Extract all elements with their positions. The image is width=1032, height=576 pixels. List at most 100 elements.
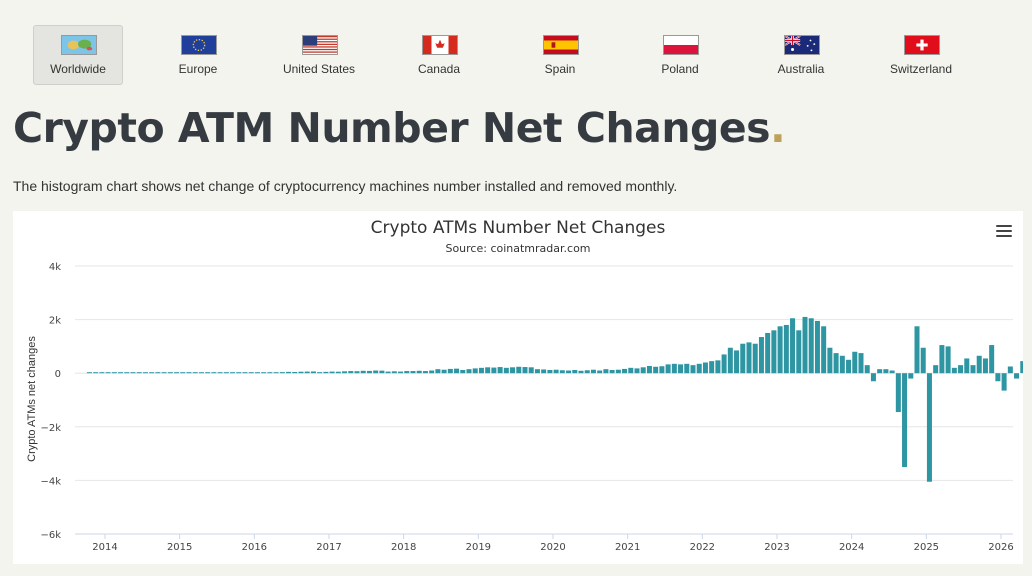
bar[interactable] [740, 343, 746, 374]
bar[interactable] [404, 371, 410, 374]
bar[interactable] [796, 330, 802, 374]
bar[interactable] [385, 371, 391, 374]
bar[interactable] [578, 370, 584, 374]
region-tab-australia[interactable]: Australia [756, 25, 846, 85]
bar[interactable] [366, 370, 372, 374]
bar[interactable] [920, 347, 926, 374]
bar[interactable] [242, 372, 248, 374]
bar[interactable] [827, 347, 833, 374]
bar[interactable] [304, 371, 310, 374]
bar[interactable] [902, 373, 908, 467]
bar[interactable] [846, 359, 852, 374]
bar[interactable] [559, 370, 565, 374]
bar[interactable] [99, 372, 105, 374]
bar[interactable] [522, 367, 528, 374]
bar[interactable] [951, 367, 957, 374]
bar[interactable] [348, 371, 354, 374]
bar[interactable] [254, 372, 260, 374]
bar[interactable] [690, 365, 696, 374]
bar[interactable] [814, 320, 820, 374]
bar[interactable] [174, 372, 180, 374]
bar[interactable] [1001, 373, 1007, 391]
bar[interactable] [534, 369, 540, 374]
bar[interactable] [516, 366, 522, 374]
bar[interactable] [205, 372, 211, 374]
bar[interactable] [858, 353, 864, 374]
bar[interactable] [410, 371, 416, 374]
bar[interactable] [373, 370, 379, 374]
bar[interactable] [659, 366, 665, 374]
bar[interactable] [142, 372, 148, 374]
bar[interactable] [721, 354, 727, 374]
bar[interactable] [472, 368, 478, 374]
bar[interactable] [454, 368, 460, 374]
bar[interactable] [398, 371, 404, 374]
bar[interactable] [995, 373, 1001, 382]
bar[interactable] [354, 371, 360, 374]
bar[interactable] [752, 343, 758, 374]
bar[interactable] [709, 361, 715, 374]
bar[interactable] [926, 373, 932, 482]
bar[interactable] [217, 372, 223, 374]
bar[interactable] [821, 326, 827, 374]
bar[interactable] [777, 326, 783, 374]
bar[interactable] [198, 372, 204, 374]
bar[interactable] [889, 370, 895, 374]
region-tab-united-states[interactable]: United States [274, 25, 364, 85]
bar[interactable] [167, 372, 173, 374]
bar[interactable] [597, 370, 603, 374]
bar[interactable] [839, 355, 845, 374]
bar[interactable] [615, 369, 621, 374]
bar[interactable] [609, 369, 615, 374]
bar[interactable] [124, 372, 130, 374]
bar[interactable] [678, 364, 684, 374]
bar[interactable] [976, 355, 982, 374]
bar[interactable] [261, 372, 267, 374]
bar[interactable] [310, 371, 316, 374]
bar[interactable] [379, 370, 385, 374]
region-tab-canada[interactable]: Canada [394, 25, 484, 85]
bar[interactable] [292, 371, 298, 374]
bar[interactable] [335, 371, 341, 374]
bar[interactable] [982, 358, 988, 374]
bar[interactable] [130, 372, 136, 374]
bar[interactable] [248, 372, 254, 374]
bar[interactable] [86, 372, 92, 374]
bar[interactable] [684, 363, 690, 374]
bar[interactable] [765, 333, 771, 374]
bar[interactable] [180, 372, 186, 374]
bar[interactable] [970, 365, 976, 374]
bar[interactable] [665, 364, 671, 374]
bar[interactable] [939, 345, 945, 374]
bar[interactable] [572, 369, 578, 374]
bar[interactable] [429, 370, 435, 374]
bar[interactable] [267, 372, 273, 374]
bar[interactable] [790, 318, 796, 374]
region-tab-europe[interactable]: Europe [153, 25, 243, 85]
bar[interactable] [360, 370, 366, 374]
region-tab-worldwide[interactable]: Worldwide [33, 25, 123, 85]
bar[interactable] [478, 367, 484, 374]
chart-menu-button[interactable] [996, 225, 1012, 239]
bar[interactable] [236, 372, 242, 374]
bar[interactable] [933, 365, 939, 374]
bar[interactable] [653, 366, 659, 374]
bar[interactable] [945, 346, 951, 374]
region-tab-spain[interactable]: Spain [515, 25, 605, 85]
bar[interactable] [553, 369, 559, 374]
bar[interactable] [603, 369, 609, 374]
bar[interactable] [136, 372, 142, 374]
bar[interactable] [547, 369, 553, 374]
bar[interactable] [416, 370, 422, 374]
bar[interactable] [441, 369, 447, 374]
bar[interactable] [342, 371, 348, 374]
bar[interactable] [852, 351, 858, 374]
bar[interactable] [230, 372, 236, 374]
bar[interactable] [447, 368, 453, 374]
bar[interactable] [155, 372, 161, 374]
bar[interactable] [435, 369, 441, 374]
bar[interactable] [584, 370, 590, 374]
bar[interactable] [702, 362, 708, 374]
bar[interactable] [192, 372, 198, 374]
bar[interactable] [273, 372, 279, 374]
